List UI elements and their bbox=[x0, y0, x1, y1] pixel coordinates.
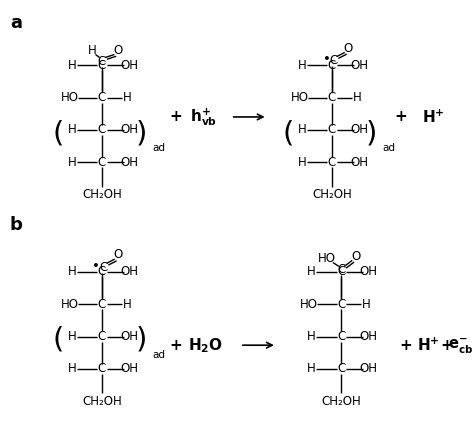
Text: +: + bbox=[441, 338, 453, 353]
Text: C: C bbox=[337, 266, 345, 279]
Text: C: C bbox=[98, 91, 106, 104]
Text: OH: OH bbox=[120, 59, 138, 72]
Text: $\mathbf{H^{+}}$: $\mathbf{H^{+}}$ bbox=[422, 108, 445, 126]
Text: $\mathbf{e_{cb}^{-}}$: $\mathbf{e_{cb}^{-}}$ bbox=[448, 336, 474, 355]
Text: HO: HO bbox=[61, 91, 79, 104]
Text: C: C bbox=[337, 362, 345, 375]
Text: OH: OH bbox=[351, 156, 369, 168]
Text: ): ) bbox=[136, 326, 147, 354]
Text: C: C bbox=[328, 156, 336, 168]
Text: C: C bbox=[329, 54, 337, 67]
Text: •: • bbox=[322, 53, 330, 66]
Text: ad: ad bbox=[383, 143, 396, 153]
Text: H: H bbox=[307, 362, 316, 375]
Text: H: H bbox=[68, 330, 76, 343]
Text: C: C bbox=[328, 91, 336, 104]
Text: (: ( bbox=[53, 119, 64, 147]
Text: H: H bbox=[68, 362, 76, 375]
Text: +: + bbox=[169, 109, 182, 124]
Text: $\mathbf{H_2O}$: $\mathbf{H_2O}$ bbox=[188, 336, 223, 355]
Text: •: • bbox=[92, 260, 100, 273]
Text: OH: OH bbox=[120, 330, 138, 343]
Text: $\mathbf{h_{vb}^{+}}$: $\mathbf{h_{vb}^{+}}$ bbox=[190, 106, 217, 128]
Text: OH: OH bbox=[360, 330, 378, 343]
Text: OH: OH bbox=[120, 156, 138, 168]
Text: $\mathbf{H^{+}}$: $\mathbf{H^{+}}$ bbox=[417, 337, 440, 354]
Text: H: H bbox=[68, 156, 76, 168]
Text: C: C bbox=[99, 261, 108, 274]
Text: (: ( bbox=[283, 119, 294, 147]
Text: CH₂OH: CH₂OH bbox=[82, 395, 122, 408]
Text: C: C bbox=[98, 330, 106, 343]
Text: H: H bbox=[307, 330, 316, 343]
Text: C: C bbox=[98, 59, 106, 72]
Text: a: a bbox=[10, 14, 22, 32]
Text: CH₂OH: CH₂OH bbox=[312, 188, 352, 201]
Text: ): ) bbox=[365, 119, 377, 147]
Text: C: C bbox=[337, 298, 345, 311]
Text: OH: OH bbox=[351, 59, 369, 72]
Text: C: C bbox=[98, 156, 106, 168]
Text: C: C bbox=[98, 266, 106, 279]
Text: ): ) bbox=[136, 119, 147, 147]
Text: H: H bbox=[123, 91, 132, 104]
Text: ad: ad bbox=[153, 350, 165, 360]
Text: H: H bbox=[88, 44, 97, 57]
Text: O: O bbox=[113, 248, 123, 261]
Text: H: H bbox=[123, 298, 132, 311]
Text: HO: HO bbox=[319, 252, 337, 265]
Text: C: C bbox=[98, 362, 106, 375]
Text: H: H bbox=[298, 124, 306, 137]
Text: +: + bbox=[399, 338, 412, 353]
Text: O: O bbox=[344, 41, 353, 54]
Text: C: C bbox=[337, 264, 345, 276]
Text: CH₂OH: CH₂OH bbox=[82, 188, 122, 201]
Text: O: O bbox=[113, 44, 123, 57]
Text: OH: OH bbox=[120, 124, 138, 137]
Text: C: C bbox=[337, 330, 345, 343]
Text: C: C bbox=[98, 55, 106, 68]
Text: C: C bbox=[98, 124, 106, 137]
Text: CH₂OH: CH₂OH bbox=[321, 395, 361, 408]
Text: H: H bbox=[353, 91, 362, 104]
Text: H: H bbox=[68, 266, 76, 279]
Text: H: H bbox=[68, 124, 76, 137]
Text: (: ( bbox=[53, 326, 64, 354]
Text: OH: OH bbox=[360, 362, 378, 375]
Text: H: H bbox=[298, 156, 306, 168]
Text: OH: OH bbox=[120, 266, 138, 279]
Text: H: H bbox=[68, 59, 76, 72]
Text: OH: OH bbox=[351, 124, 369, 137]
Text: H: H bbox=[362, 298, 371, 311]
Text: OH: OH bbox=[120, 362, 138, 375]
Text: C: C bbox=[328, 124, 336, 137]
Text: b: b bbox=[10, 216, 23, 234]
Text: H: H bbox=[307, 266, 316, 279]
Text: ad: ad bbox=[153, 143, 165, 153]
Text: C: C bbox=[98, 298, 106, 311]
Text: +: + bbox=[169, 338, 182, 353]
Text: HO: HO bbox=[61, 298, 79, 311]
Text: +: + bbox=[395, 109, 407, 124]
Text: HO: HO bbox=[291, 91, 309, 104]
Text: C: C bbox=[328, 59, 336, 72]
Text: HO: HO bbox=[300, 298, 318, 311]
Text: OH: OH bbox=[360, 266, 378, 279]
Text: O: O bbox=[351, 251, 361, 264]
Text: H: H bbox=[298, 59, 306, 72]
